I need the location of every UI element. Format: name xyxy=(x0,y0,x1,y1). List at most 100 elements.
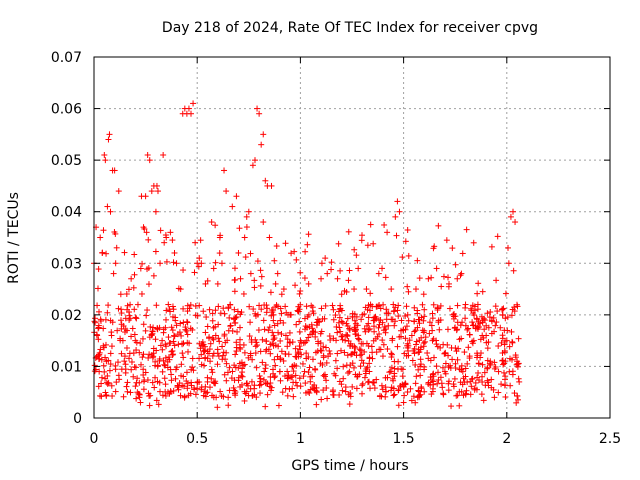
data-point xyxy=(272,373,279,380)
data-point xyxy=(256,372,263,379)
data-point xyxy=(271,257,278,264)
data-point xyxy=(231,320,238,327)
data-point xyxy=(351,348,358,355)
data-point xyxy=(162,354,169,361)
data-point xyxy=(322,302,329,309)
data-point xyxy=(458,362,465,369)
data-point xyxy=(210,336,217,343)
data-point xyxy=(198,260,205,267)
data-point xyxy=(413,373,420,380)
data-point xyxy=(215,353,222,360)
data-point xyxy=(102,316,109,323)
data-point xyxy=(100,325,107,332)
data-point xyxy=(115,188,122,195)
data-point xyxy=(499,357,506,364)
data-point xyxy=(163,307,170,314)
data-point xyxy=(149,379,156,386)
data-point xyxy=(99,249,106,256)
data-point xyxy=(140,378,147,385)
data-point xyxy=(157,388,164,395)
data-point xyxy=(271,322,278,329)
data-point xyxy=(363,322,370,329)
data-point xyxy=(371,328,378,335)
data-point xyxy=(346,342,353,349)
data-point xyxy=(128,275,135,282)
data-point xyxy=(237,336,244,343)
data-point xyxy=(438,283,445,290)
data-point xyxy=(214,346,221,353)
data-point xyxy=(94,302,101,309)
data-point xyxy=(428,322,435,329)
data-point xyxy=(179,350,186,357)
data-point xyxy=(379,386,386,393)
data-point xyxy=(508,312,515,319)
data-point xyxy=(403,303,410,310)
data-point xyxy=(239,373,246,380)
data-point xyxy=(443,237,450,244)
data-point xyxy=(143,312,150,319)
data-point xyxy=(145,236,152,243)
data-point xyxy=(118,366,125,373)
data-point xyxy=(399,254,406,261)
data-point xyxy=(270,311,277,318)
data-point xyxy=(264,305,271,312)
data-point xyxy=(192,391,199,398)
data-point xyxy=(282,332,289,339)
data-point xyxy=(137,399,144,406)
data-point xyxy=(382,393,389,400)
data-point xyxy=(246,333,253,340)
data-point xyxy=(355,335,362,342)
data-point xyxy=(444,326,451,333)
data-point xyxy=(379,337,386,344)
data-point xyxy=(440,390,447,397)
data-point xyxy=(514,303,521,310)
data-point xyxy=(402,335,409,342)
data-point xyxy=(416,316,423,323)
data-point xyxy=(139,354,146,361)
data-point xyxy=(170,306,177,313)
data-point xyxy=(147,392,154,399)
data-point xyxy=(180,267,187,274)
data-point xyxy=(101,368,108,375)
data-point xyxy=(280,286,287,293)
data-point xyxy=(131,331,138,338)
data-point xyxy=(323,359,330,366)
data-point xyxy=(511,390,518,397)
data-point xyxy=(384,346,391,353)
data-point xyxy=(495,368,502,375)
data-point xyxy=(274,320,281,327)
data-point xyxy=(202,329,209,336)
data-point xyxy=(250,306,257,313)
data-point xyxy=(172,375,179,382)
data-point xyxy=(215,321,222,328)
data-point xyxy=(459,381,466,388)
data-point xyxy=(367,301,374,308)
data-point xyxy=(403,323,410,330)
data-point xyxy=(104,203,111,210)
data-point xyxy=(95,325,102,332)
data-point xyxy=(499,311,506,318)
data-point xyxy=(463,226,470,233)
data-point xyxy=(338,381,345,388)
data-point xyxy=(146,402,153,409)
data-point xyxy=(357,352,364,359)
data-point xyxy=(269,366,276,373)
data-point xyxy=(457,322,464,329)
x-tick-label: 1 xyxy=(296,431,305,447)
data-point xyxy=(320,372,327,379)
data-point xyxy=(167,308,174,315)
data-point xyxy=(399,366,406,373)
data-point xyxy=(324,395,331,402)
data-point xyxy=(140,386,147,393)
data-point xyxy=(474,290,481,297)
data-point xyxy=(330,316,337,323)
data-point xyxy=(492,322,499,329)
data-point xyxy=(105,136,112,143)
data-point xyxy=(181,394,188,401)
data-point xyxy=(120,393,127,400)
data-point xyxy=(421,388,428,395)
data-point xyxy=(227,322,234,329)
data-point xyxy=(183,318,190,325)
data-point xyxy=(202,355,209,362)
data-point xyxy=(359,382,366,389)
